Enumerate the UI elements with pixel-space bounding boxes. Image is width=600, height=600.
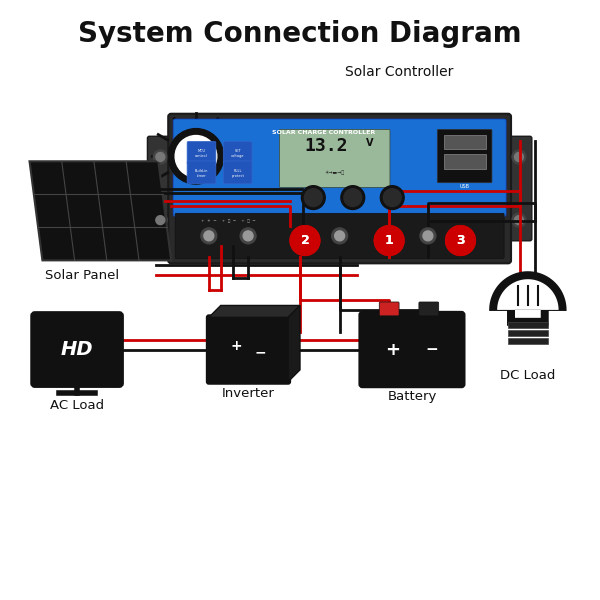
Text: Inverter: Inverter [222, 387, 275, 400]
Text: USB: USB [460, 184, 470, 189]
FancyBboxPatch shape [32, 313, 122, 386]
Circle shape [344, 188, 362, 206]
Text: SET
voltage: SET voltage [231, 149, 244, 158]
FancyBboxPatch shape [508, 330, 548, 335]
Circle shape [514, 215, 523, 224]
FancyBboxPatch shape [508, 322, 548, 328]
Circle shape [295, 231, 305, 241]
Circle shape [374, 226, 404, 256]
Text: 3: 3 [456, 234, 465, 247]
Circle shape [512, 213, 526, 227]
FancyBboxPatch shape [506, 136, 532, 241]
Circle shape [301, 186, 325, 209]
Text: 13.2: 13.2 [304, 137, 348, 155]
FancyBboxPatch shape [359, 312, 464, 387]
Circle shape [514, 152, 523, 161]
Text: FULL
protect: FULL protect [231, 169, 244, 178]
Polygon shape [497, 279, 559, 318]
Circle shape [156, 152, 165, 161]
FancyBboxPatch shape [207, 316, 290, 384]
FancyBboxPatch shape [437, 130, 492, 183]
Circle shape [204, 231, 214, 241]
Circle shape [292, 228, 308, 244]
Text: Solar Controller: Solar Controller [345, 65, 453, 79]
FancyBboxPatch shape [175, 214, 504, 259]
Circle shape [383, 188, 401, 206]
Text: 1: 1 [385, 234, 394, 247]
FancyBboxPatch shape [187, 142, 216, 164]
Circle shape [381, 228, 397, 244]
FancyBboxPatch shape [223, 161, 252, 184]
FancyBboxPatch shape [419, 302, 439, 316]
Circle shape [332, 228, 347, 244]
FancyBboxPatch shape [280, 130, 390, 187]
Text: 1: 1 [385, 234, 394, 247]
Circle shape [290, 226, 320, 256]
Circle shape [304, 188, 322, 206]
Text: HD: HD [61, 340, 94, 359]
Text: System Connection Diagram: System Connection Diagram [78, 20, 522, 49]
FancyBboxPatch shape [173, 119, 506, 217]
FancyBboxPatch shape [148, 136, 173, 241]
Circle shape [423, 231, 433, 241]
Circle shape [335, 231, 344, 241]
Text: 3: 3 [456, 234, 465, 247]
Text: +: + [231, 340, 242, 353]
Text: ☀→▬→💡: ☀→▬→💡 [325, 170, 345, 175]
Text: Solar Panel: Solar Panel [45, 269, 119, 282]
Circle shape [420, 228, 436, 244]
Circle shape [156, 215, 165, 224]
Circle shape [384, 231, 394, 241]
Text: +  ☀  −    +  🔋  −    +  💡  −: + ☀ − + 🔋 − + 💡 − [201, 219, 256, 223]
Circle shape [240, 228, 256, 244]
Circle shape [290, 226, 320, 256]
Circle shape [374, 226, 404, 256]
Circle shape [380, 186, 404, 209]
Circle shape [168, 128, 224, 184]
Circle shape [201, 228, 217, 244]
Circle shape [446, 226, 475, 256]
Text: DC Load: DC Load [500, 369, 556, 382]
Text: 2: 2 [301, 234, 310, 247]
FancyBboxPatch shape [443, 154, 485, 169]
Text: MCU
control: MCU control [195, 149, 208, 158]
Circle shape [154, 150, 167, 164]
Text: −: − [254, 346, 266, 360]
Polygon shape [490, 272, 566, 325]
Circle shape [175, 136, 217, 177]
FancyBboxPatch shape [379, 302, 399, 316]
Circle shape [341, 186, 365, 209]
Text: +: + [385, 341, 400, 359]
Circle shape [243, 231, 253, 241]
Text: SOLAR CHARGE CONTROLLER: SOLAR CHARGE CONTROLLER [272, 130, 375, 135]
FancyBboxPatch shape [40, 321, 114, 378]
Circle shape [512, 150, 526, 164]
Text: −: − [425, 342, 438, 357]
Circle shape [446, 226, 475, 256]
Text: Battery: Battery [387, 389, 437, 403]
Polygon shape [209, 305, 300, 317]
Text: V: V [365, 137, 373, 148]
Polygon shape [29, 161, 171, 260]
FancyBboxPatch shape [168, 114, 511, 263]
Circle shape [154, 213, 167, 227]
FancyBboxPatch shape [187, 161, 216, 184]
FancyBboxPatch shape [508, 338, 548, 344]
Polygon shape [288, 305, 300, 382]
Text: 2: 2 [301, 234, 310, 247]
FancyBboxPatch shape [223, 142, 252, 164]
Text: AC Load: AC Load [50, 398, 104, 412]
FancyBboxPatch shape [443, 135, 485, 149]
Text: Build-in
timer: Build-in timer [195, 169, 208, 178]
